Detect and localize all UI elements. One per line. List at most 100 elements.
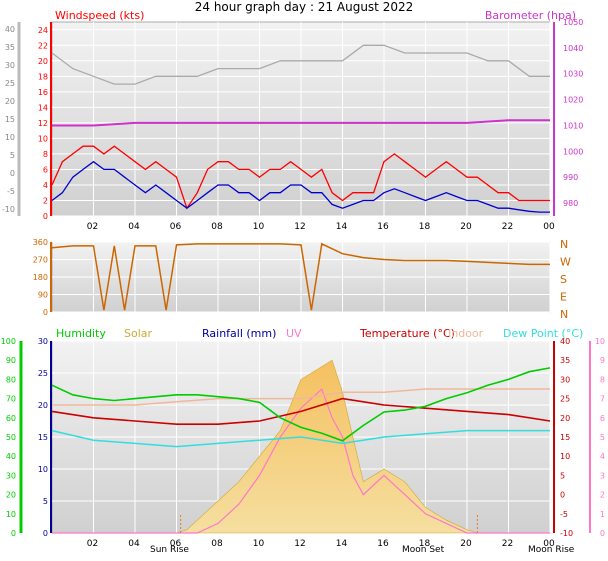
y-tick-far-left: -5 bbox=[7, 187, 15, 196]
series-wind bbox=[51, 160, 550, 213]
y-tick-uv: 5 bbox=[600, 433, 605, 442]
x-tick-label: 04 bbox=[128, 539, 140, 549]
compass-tick: W bbox=[560, 256, 571, 269]
y-tick-temp-right: 0 bbox=[560, 491, 565, 500]
y-tick-windspeed: 4 bbox=[43, 181, 48, 190]
legend-dewpoint: Dew Point (°C) bbox=[503, 327, 583, 340]
y-tick-temp-right: 15 bbox=[560, 433, 570, 442]
y-tick-uv: 4 bbox=[600, 452, 605, 461]
y-tick-windspeed: 14 bbox=[38, 103, 48, 112]
y-tick-windspeed: 18 bbox=[38, 72, 48, 81]
y-tick-humidity: 0 bbox=[11, 529, 16, 538]
y-tick-windspeed: 24 bbox=[38, 26, 48, 35]
x-tick-label: 22 bbox=[502, 222, 513, 232]
y-tick-windspeed: 16 bbox=[38, 88, 48, 97]
y-tick-temp-left: 15 bbox=[38, 433, 48, 442]
x-tick-label: 12 bbox=[294, 539, 305, 549]
y-tick-uv: 2 bbox=[600, 491, 605, 500]
x-tick-label: 10 bbox=[253, 222, 265, 232]
y-tick-direction: 90 bbox=[38, 291, 48, 300]
compass-tick: S bbox=[560, 273, 567, 286]
barometer-axis-label: Barometer (hpa) bbox=[485, 9, 576, 22]
y-tick-windspeed: 0 bbox=[43, 212, 48, 221]
x-tick-label: 12 bbox=[294, 222, 305, 232]
y-tick-temp-left: 20 bbox=[38, 401, 48, 410]
y-tick-humidity: 30 bbox=[6, 471, 16, 480]
event-moonset-label: Moon Set bbox=[402, 545, 445, 555]
y-tick-uv: 10 bbox=[595, 337, 605, 346]
y-tick-windspeed: 6 bbox=[43, 165, 48, 174]
x-tick-label: 08 bbox=[211, 539, 223, 549]
x-tick-label: 22 bbox=[502, 539, 513, 549]
x-tick-label: 20 bbox=[460, 539, 472, 549]
legend-indoor: Indoor bbox=[448, 327, 484, 340]
chart-title: 24 hour graph day : 21 August 2022 bbox=[195, 0, 414, 14]
legend-solar: Solar bbox=[124, 327, 153, 340]
y-tick-temp-right: 30 bbox=[560, 375, 570, 384]
y-tick-uv: 9 bbox=[600, 356, 605, 365]
y-tick-temp-right: 40 bbox=[560, 337, 570, 346]
series-barometer bbox=[52, 119, 550, 127]
y-tick-humidity: 20 bbox=[6, 491, 16, 500]
series-indoor bbox=[52, 388, 550, 406]
series-direction bbox=[51, 242, 550, 311]
y-tick-far-left: -10 bbox=[2, 205, 15, 214]
y-tick-far-left: 10 bbox=[5, 133, 15, 142]
event-moonrise-label: Moon Rise bbox=[528, 545, 575, 555]
y-tick-far-left: 20 bbox=[5, 97, 15, 106]
legend-temperature: Temperature (°C) bbox=[359, 327, 455, 340]
y-tick-temp-left: 30 bbox=[38, 337, 48, 346]
x-tick-label: 16 bbox=[377, 222, 389, 232]
legend-rainfall: Rainfall (mm) bbox=[202, 327, 276, 340]
y-tick-windspeed: 2 bbox=[43, 196, 48, 205]
compass-tick: N bbox=[560, 238, 568, 251]
y-tick-far-left: 0 bbox=[10, 169, 15, 178]
x-tick-label: 18 bbox=[419, 222, 431, 232]
y-tick-humidity: 10 bbox=[6, 510, 16, 519]
compass-tick: N bbox=[560, 308, 568, 321]
y-tick-far-left: 25 bbox=[5, 79, 15, 88]
y-tick-windspeed: 8 bbox=[43, 150, 48, 159]
y-tick-temp-left: 10 bbox=[38, 465, 48, 474]
x-tick-label: 06 bbox=[170, 222, 182, 232]
y-tick-uv: 8 bbox=[600, 375, 605, 384]
y-tick-windspeed: 10 bbox=[38, 134, 48, 143]
y-tick-barometer: 980 bbox=[563, 199, 578, 208]
x-tick-label: 08 bbox=[211, 222, 223, 232]
y-tick-humidity: 70 bbox=[6, 395, 16, 404]
y-tick-far-left: 5 bbox=[10, 151, 15, 160]
legend-uv: UV bbox=[286, 327, 302, 340]
y-tick-barometer: 1000 bbox=[563, 147, 583, 156]
x-tick-label: 00 bbox=[543, 222, 555, 232]
x-tick-label: 04 bbox=[128, 222, 140, 232]
x-tick-label: 14 bbox=[336, 539, 348, 549]
windspeed-axis-label: Windspeed (kts) bbox=[55, 9, 144, 22]
x-tick-label: 18 bbox=[419, 539, 431, 549]
y-tick-temp-left: 5 bbox=[43, 497, 48, 506]
y-tick-far-left: 15 bbox=[5, 115, 15, 124]
series-uv bbox=[52, 387, 550, 534]
y-tick-windspeed: 22 bbox=[38, 41, 48, 50]
x-tick-label: 16 bbox=[377, 539, 389, 549]
series-humidity bbox=[51, 367, 551, 442]
x-tick-label: 00 bbox=[543, 539, 555, 549]
y-tick-direction: 0 bbox=[43, 308, 48, 317]
y-tick-humidity: 90 bbox=[6, 356, 16, 365]
y-tick-barometer: 1030 bbox=[563, 70, 583, 79]
y-tick-temp-right: 20 bbox=[560, 414, 570, 423]
y-tick-humidity: 40 bbox=[6, 452, 16, 461]
y-tick-barometer: 1010 bbox=[563, 121, 583, 130]
series-dewpoint bbox=[51, 429, 550, 448]
y-tick-barometer: 1040 bbox=[563, 44, 583, 53]
legend-humidity: Humidity bbox=[56, 327, 106, 340]
series-gust bbox=[51, 145, 550, 210]
y-tick-uv: 6 bbox=[600, 414, 605, 423]
y-tick-barometer: 990 bbox=[563, 173, 578, 182]
y-tick-barometer: 1050 bbox=[563, 18, 583, 27]
y-tick-humidity: 100 bbox=[1, 337, 16, 346]
event-sunrise-label: Sun Rise bbox=[150, 545, 189, 555]
x-tick-label: 06 bbox=[170, 539, 182, 549]
y-tick-far-left: 30 bbox=[5, 61, 15, 70]
